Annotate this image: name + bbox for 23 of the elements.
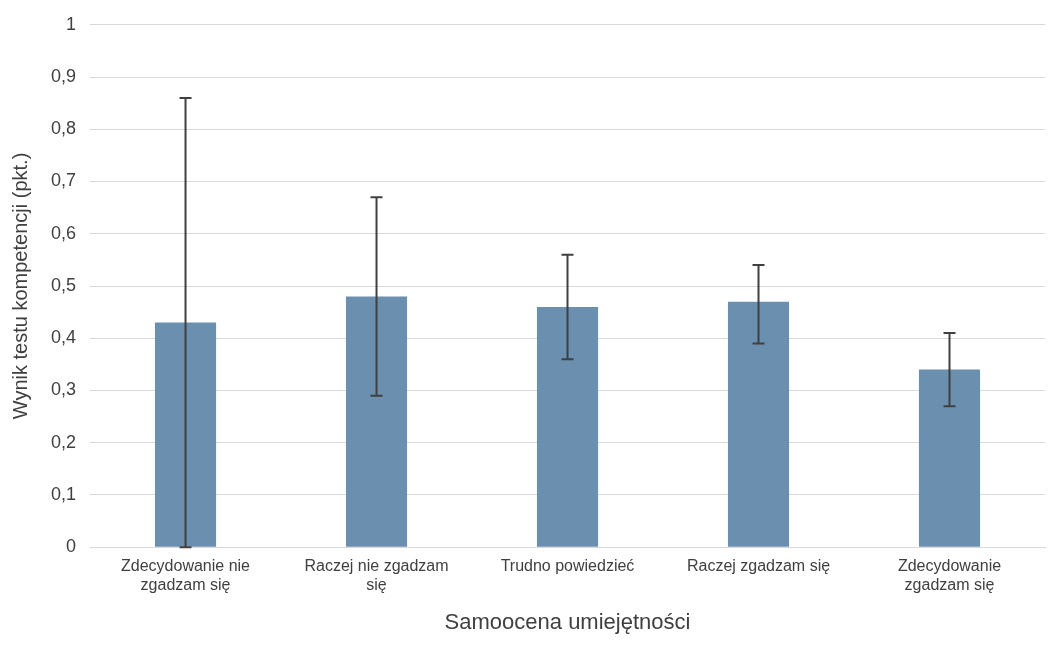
y-tick-label: 0,5	[50, 274, 77, 295]
y-tick-label: 0,7	[50, 170, 77, 191]
x-tick-label: Raczej zgadzam się	[686, 557, 831, 575]
x-tick-label: Zdecydowanie nie zgadzam się	[121, 557, 251, 594]
x-axis-title: Samoocena umiejętności	[444, 608, 691, 634]
y-tick-label: 1	[66, 13, 77, 34]
x-tick-label: Raczej nie zgadzam się	[304, 557, 449, 594]
y-tick-label: 0	[66, 536, 77, 557]
bar	[536, 306, 599, 547]
y-tick-label: 0,1	[50, 483, 77, 504]
bar	[918, 369, 981, 547]
bar	[727, 301, 790, 547]
y-tick-label: 0,9	[50, 66, 77, 87]
y-tick-label: 0,2	[50, 431, 77, 452]
y-tick-label: 0,6	[50, 222, 77, 243]
y-tick-label: 0,8	[50, 118, 77, 139]
bar	[154, 322, 217, 547]
y-tick-label: 0,3	[50, 379, 77, 400]
bar	[345, 296, 408, 547]
y-tick-label: 0,4	[50, 327, 77, 348]
x-tick-label: Zdecydowanie zgadzam się	[897, 557, 1002, 594]
x-tick-label: Trudno powiedzieć	[500, 557, 635, 575]
y-axis-title: Wynik testu kompetencji (pkt.)	[8, 152, 31, 420]
